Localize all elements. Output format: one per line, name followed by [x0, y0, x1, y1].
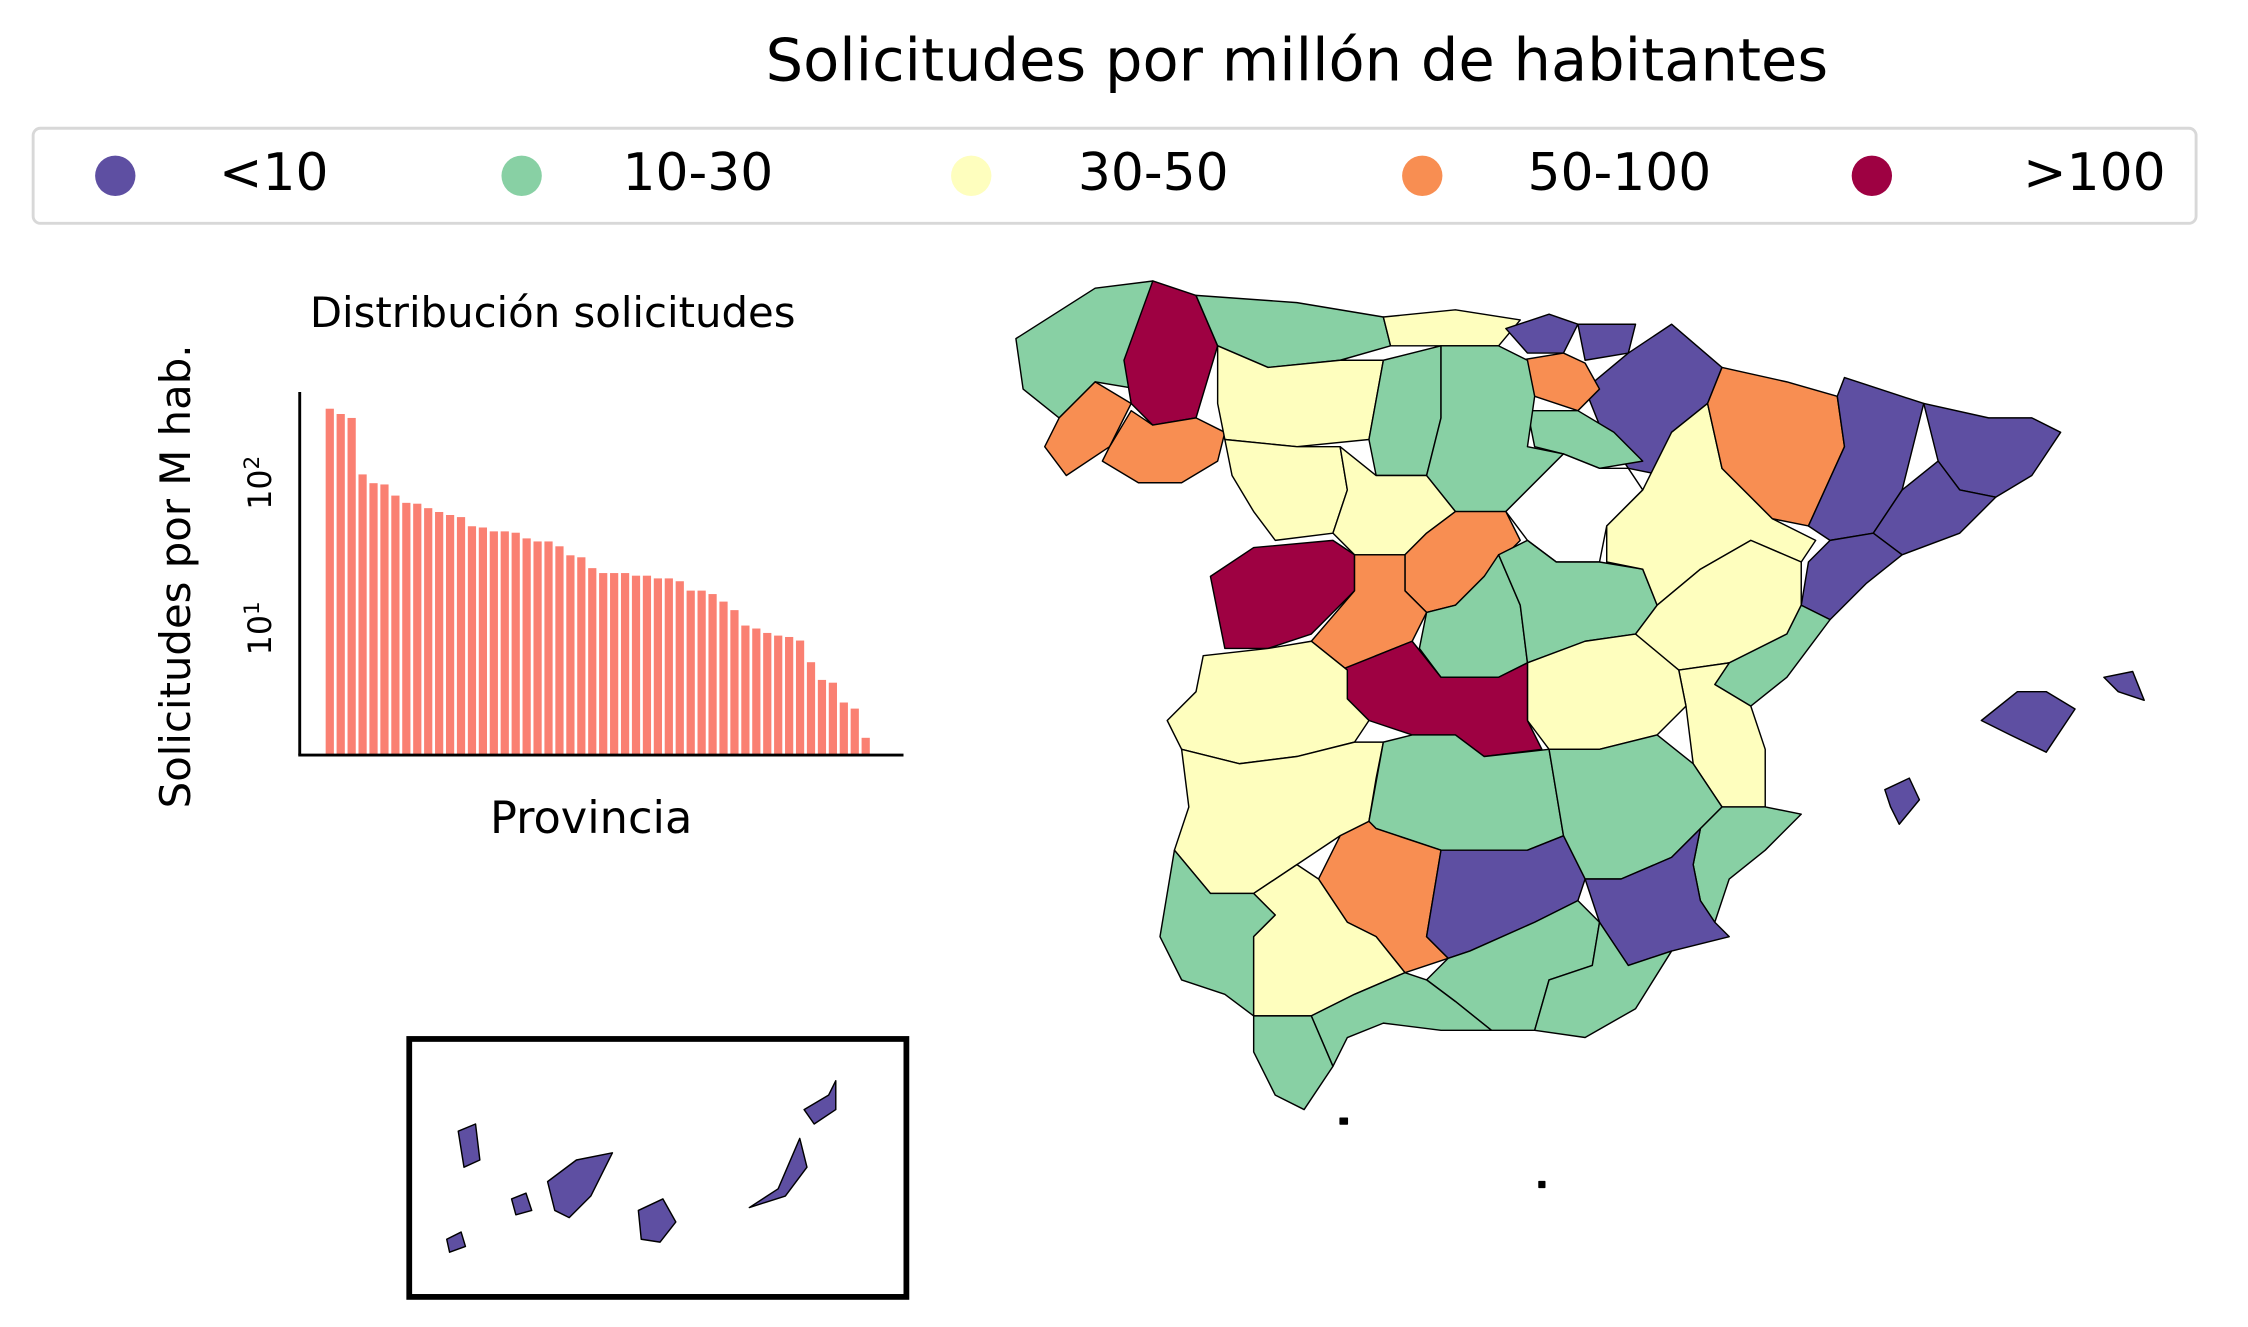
bar [610, 573, 619, 756]
bar [795, 640, 805, 756]
legend-marker-gt100 [1851, 155, 1893, 196]
bar [358, 474, 367, 756]
province-salamanca [1209, 539, 1356, 650]
province-la-gomera [510, 1192, 533, 1216]
province-lanzarote [803, 1080, 837, 1125]
bar [675, 581, 684, 756]
bar [533, 541, 542, 756]
province-tarragona [1800, 532, 1903, 621]
province-ourense [1101, 409, 1226, 484]
bar [577, 557, 586, 756]
province-a-coruna [1015, 280, 1154, 419]
province-tenerife [546, 1152, 614, 1219]
bar [445, 515, 455, 756]
bar [653, 578, 662, 756]
province-alicante [1692, 806, 1802, 923]
canary-islands-inset-frame [406, 1036, 910, 1300]
bar [850, 708, 859, 756]
bar [631, 575, 641, 756]
bar-chart-title: Distribución solicitudes [309, 288, 796, 338]
province-mallorca [1980, 690, 2076, 753]
bar [741, 625, 750, 756]
bar [730, 610, 739, 756]
legend-label: 30-50 [1077, 144, 1229, 204]
province-cadiz [1252, 1015, 1334, 1111]
province-cuenca [1526, 633, 1687, 751]
bar-series [325, 408, 870, 756]
bar [861, 737, 870, 756]
bar [664, 578, 673, 756]
legend-marker-10-30 [501, 155, 542, 196]
bar [478, 527, 488, 756]
bar [774, 635, 783, 756]
bar [719, 601, 728, 756]
bar [599, 573, 608, 756]
bar [828, 682, 837, 756]
spain-map [445, 280, 2145, 1253]
bar [544, 541, 553, 756]
bar [806, 662, 816, 756]
bar [402, 502, 411, 756]
province-bizkaia [1505, 313, 1579, 354]
legend-label: 50-100 [1527, 144, 1712, 204]
bar [522, 538, 531, 756]
bar [620, 573, 630, 756]
province-ceuta [1339, 1117, 1349, 1125]
bar [500, 531, 509, 756]
bar [467, 526, 477, 756]
province-el-hierro [445, 1231, 467, 1253]
bar [435, 511, 444, 756]
bar [369, 483, 378, 756]
bar [380, 484, 389, 756]
bar [763, 632, 772, 756]
figure-title: Solicitudes por millón de habitantes [765, 25, 1829, 96]
bar [413, 503, 422, 756]
province-menorca [2103, 670, 2145, 702]
bar [752, 628, 761, 756]
province-almeria [1533, 921, 1673, 1039]
province-zamora [1224, 438, 1349, 542]
province-fuerteventura [748, 1137, 808, 1209]
province-malaga [1310, 971, 1493, 1068]
bar [785, 636, 794, 756]
bar [588, 568, 597, 756]
legend-marker-30-50 [951, 155, 992, 196]
bar-chart-xlabel: Provincia [489, 792, 693, 845]
bar [642, 575, 652, 756]
bar [686, 590, 695, 756]
legend-label: <10 [219, 144, 329, 204]
legend-marker-50-100 [1402, 155, 1443, 196]
bar [511, 532, 520, 756]
province-gran-canaria [637, 1198, 677, 1243]
bar [489, 531, 498, 756]
bar [325, 408, 334, 756]
province-toledo [1339, 640, 1543, 758]
bar [336, 414, 345, 756]
bar [839, 702, 848, 756]
province-la-rioja [1526, 409, 1644, 470]
bar [555, 546, 564, 756]
legend-label: 10-30 [622, 144, 774, 204]
bar [697, 590, 706, 756]
province-cantabria [1382, 309, 1521, 347]
legend-label: >100 [2023, 144, 2166, 204]
bar [391, 495, 400, 756]
legend: <10 10-30 30-50 50-100 >100 [31, 126, 2198, 225]
province-ciudad-real [1368, 734, 1565, 851]
province-valencia [1678, 662, 1766, 808]
province-ibiza [1884, 777, 1921, 825]
province-melilla [1538, 1180, 1546, 1189]
bar [566, 555, 575, 756]
bar [456, 517, 466, 756]
bar [708, 594, 717, 756]
legend-marker-lt10 [95, 155, 136, 196]
bar [817, 679, 827, 756]
bar [424, 508, 433, 756]
bar [347, 417, 356, 756]
province-la-palma [457, 1123, 481, 1168]
